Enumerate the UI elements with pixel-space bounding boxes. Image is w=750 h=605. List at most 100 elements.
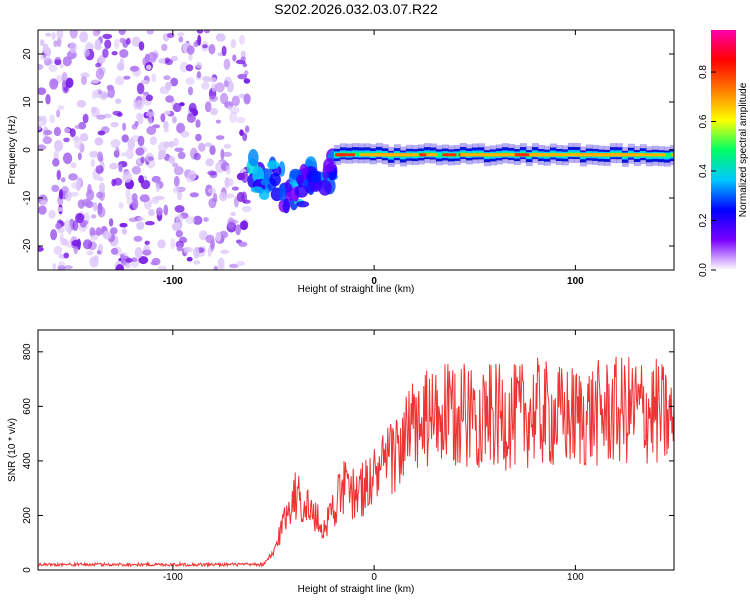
line-core-segment bbox=[377, 153, 399, 157]
noise-blob bbox=[242, 132, 248, 142]
line-band-green bbox=[663, 153, 671, 158]
line-core-segment bbox=[639, 153, 666, 157]
noise-blob bbox=[221, 45, 227, 57]
noise-blob bbox=[243, 78, 251, 84]
noise-blob bbox=[96, 114, 106, 120]
noise-blob bbox=[62, 152, 73, 165]
noise-blob bbox=[155, 207, 163, 216]
noise-blob bbox=[131, 193, 138, 202]
noise-blob bbox=[239, 34, 245, 46]
noise-blob bbox=[210, 239, 215, 250]
noise-blob bbox=[172, 116, 177, 124]
noise-blob bbox=[77, 152, 82, 161]
noise-blob bbox=[109, 162, 119, 170]
noise-blob bbox=[230, 39, 237, 49]
noise-blob bbox=[38, 205, 47, 215]
fragment-blob bbox=[282, 198, 291, 214]
noise-blob bbox=[63, 137, 70, 143]
noise-blob bbox=[230, 211, 236, 217]
noise-blob bbox=[51, 184, 60, 193]
fragment-blob bbox=[279, 183, 287, 202]
noise-blob bbox=[93, 201, 98, 212]
noise-blob bbox=[225, 193, 235, 199]
noise-blob bbox=[188, 52, 193, 62]
noise-blob bbox=[237, 73, 248, 80]
snr-y-tick-label: 600 bbox=[22, 398, 33, 415]
noise-blob bbox=[50, 229, 58, 241]
spectrogram-y-tick-label: 0 bbox=[22, 147, 33, 153]
noise-blob bbox=[91, 214, 97, 219]
noise-blob bbox=[69, 30, 78, 39]
line-band-green bbox=[453, 152, 461, 157]
noise-blob bbox=[232, 54, 237, 62]
noise-blob bbox=[217, 257, 225, 269]
noise-blob bbox=[152, 124, 161, 129]
noise-blob bbox=[195, 62, 203, 69]
colorbar-axis: 0.0 0.2 0.4 0.6 0.8 bbox=[698, 65, 716, 277]
noise-blob bbox=[65, 77, 74, 89]
snr-x-label: Height of straight line (km) bbox=[298, 584, 415, 595]
noise-blob bbox=[243, 93, 251, 105]
noise-blob bbox=[99, 182, 105, 194]
line-core-segment bbox=[536, 153, 558, 157]
noise-blob bbox=[173, 137, 179, 147]
snr-x-tick-label: -100 bbox=[163, 572, 183, 583]
noise-blob bbox=[53, 140, 64, 152]
noise-blob bbox=[40, 200, 48, 205]
noise-blob bbox=[123, 75, 131, 80]
noise-blob bbox=[99, 90, 108, 101]
noise-blob bbox=[42, 136, 52, 145]
noise-blob bbox=[55, 222, 62, 230]
noise-blob bbox=[135, 99, 144, 110]
noise-blob bbox=[56, 30, 64, 40]
noise-blob bbox=[121, 134, 129, 143]
noise-blob bbox=[207, 247, 212, 257]
noise-blob bbox=[115, 146, 120, 156]
noise-blob bbox=[149, 136, 157, 146]
noise-blob bbox=[92, 30, 101, 37]
noise-blob bbox=[193, 215, 203, 225]
noise-blob bbox=[239, 220, 247, 231]
noise-blob bbox=[93, 255, 99, 262]
noise-blob bbox=[173, 175, 180, 187]
noise-blob bbox=[69, 41, 78, 54]
noise-blob bbox=[54, 59, 62, 66]
noise-blob bbox=[97, 206, 106, 218]
noise-blob bbox=[223, 143, 231, 149]
noise-blob bbox=[180, 130, 190, 138]
noise-blob bbox=[74, 124, 83, 129]
noise-blob bbox=[242, 199, 251, 204]
noise-blob bbox=[62, 56, 72, 67]
noise-blob bbox=[175, 230, 183, 238]
noise-blob bbox=[189, 107, 197, 114]
noise-blob bbox=[236, 172, 245, 181]
noise-blob bbox=[89, 227, 96, 237]
noise-blob bbox=[128, 217, 139, 223]
noise-blob bbox=[183, 246, 190, 254]
noise-blob bbox=[118, 163, 123, 172]
noise-blob bbox=[86, 250, 94, 256]
noise-blob bbox=[96, 250, 102, 255]
fragment-blob bbox=[296, 201, 310, 208]
noise-blob bbox=[115, 98, 122, 104]
noise-blob bbox=[124, 262, 131, 269]
noise-blob bbox=[135, 147, 145, 156]
noise-blob bbox=[175, 213, 184, 224]
colorbar-label: Normalized spectral amplitude bbox=[738, 82, 749, 217]
noise-blob bbox=[97, 151, 103, 162]
line-core-segment bbox=[426, 153, 437, 157]
noise-blob bbox=[131, 123, 138, 130]
noise-blob bbox=[52, 263, 57, 270]
noise-blob bbox=[179, 102, 185, 107]
noise-blob bbox=[196, 71, 201, 79]
noise-blob bbox=[170, 77, 179, 87]
noise-blob bbox=[154, 195, 165, 201]
noise-blob bbox=[126, 197, 133, 206]
noise-blob bbox=[98, 177, 104, 182]
noise-blob bbox=[195, 119, 201, 128]
noise-blob bbox=[49, 114, 55, 124]
noise-blob bbox=[57, 265, 66, 270]
spectrogram-x-tick-label: 100 bbox=[567, 276, 584, 287]
spectrogram-heatmap bbox=[38, 30, 674, 270]
fragment-blob bbox=[260, 179, 270, 186]
